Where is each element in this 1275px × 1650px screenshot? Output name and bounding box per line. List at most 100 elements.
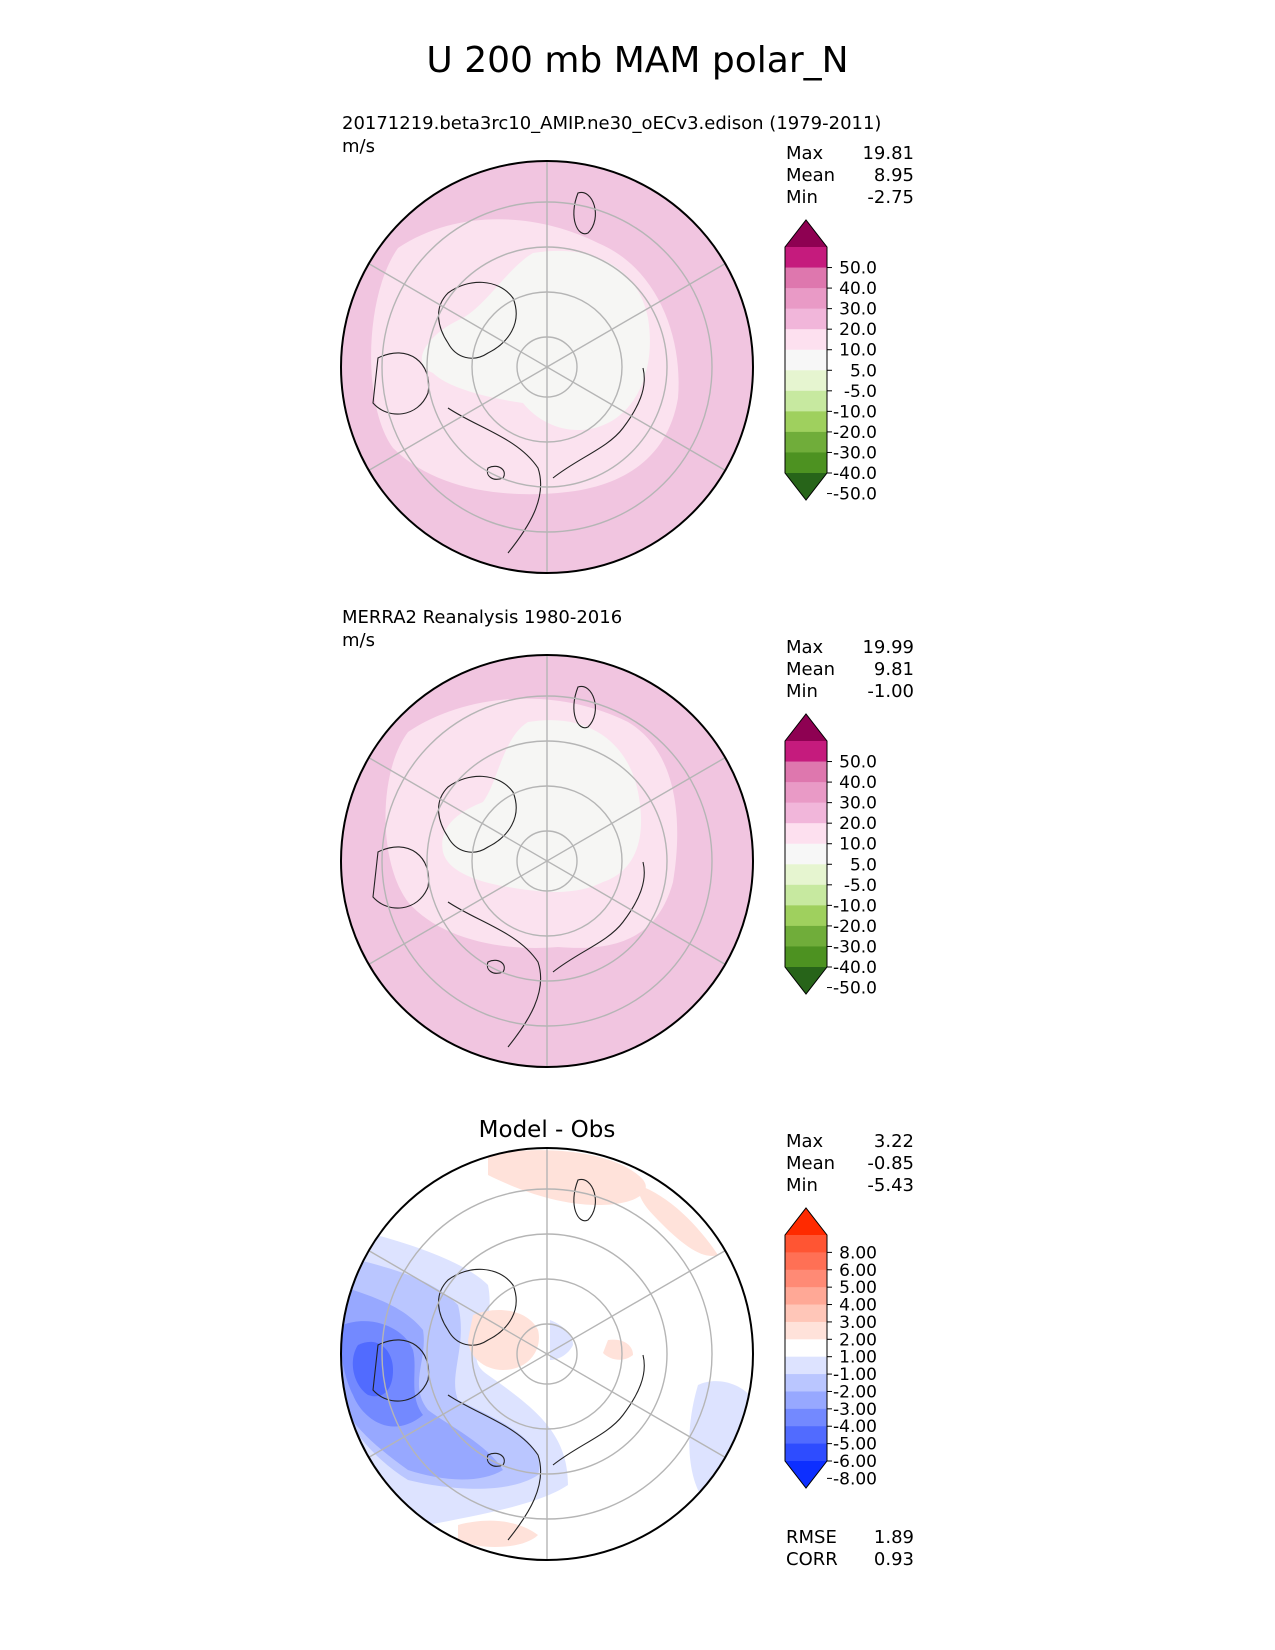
colorbar-tick-label: -8.00 (833, 1469, 877, 1489)
colorbar-segment (785, 843, 827, 865)
colorbar-segment (785, 1252, 827, 1271)
graticule (365, 655, 729, 1067)
colorbar-segment (785, 288, 827, 310)
stat-max: Max 19.99 (786, 637, 914, 658)
colorbar-tick-label: 50.0 (839, 753, 877, 773)
colorbar-extend-min (785, 473, 827, 500)
colorbar-tick-label: -1.00 (833, 1365, 877, 1385)
colorbar-tick-label: 4.00 (839, 1296, 877, 1316)
colorbar-tick-label: 30.0 (839, 300, 877, 320)
colorbar-tick-label: -40.0 (833, 958, 877, 978)
stat-min: Min -1.00 (786, 681, 914, 702)
colorbar-segment (785, 390, 827, 412)
colorbar-tick-label: 1.00 (839, 1348, 877, 1368)
colorbar-segment (785, 308, 827, 330)
colorbar-segment (785, 1304, 827, 1323)
colorbar-tick-label: -20.0 (833, 917, 877, 937)
colorbar-segment (785, 884, 827, 906)
map-boundary (340, 654, 754, 1068)
stat-mean: Mean 8.95 (786, 165, 914, 186)
colorbar-segment (785, 1443, 827, 1462)
colorbar-segment (785, 782, 827, 804)
obs-panel-title: MERRA2 Reanalysis 1980-2016 (342, 607, 623, 628)
diff-metrics: RMSE 1.89 CORR 0.93 (786, 1527, 914, 1571)
colorbar-segment (785, 1374, 827, 1392)
colorbar-extend-max (785, 1208, 827, 1235)
colorbar-segment (785, 452, 827, 474)
diff-panel-title: Model - Obs (478, 1117, 616, 1143)
colorbar-extend-max (785, 714, 827, 741)
colorbar-tick-label: -4.00 (833, 1417, 877, 1437)
colorbar-tick-label: -2.00 (833, 1382, 877, 1402)
obs-panel-units: m/s (342, 630, 375, 651)
colorbar-tick-label: 50.0 (839, 259, 877, 279)
colorbar-segment (785, 1269, 827, 1288)
model-colorbar: 50.040.030.020.010.05.0-5.0-10.0-20.0-30… (784, 219, 877, 505)
metric-corr: CORR 0.93 (786, 1549, 914, 1570)
stat-max: Max 19.81 (786, 143, 914, 164)
colorbar-segment (785, 864, 827, 886)
stat-max: Max 3.22 (786, 1131, 914, 1152)
colorbar-tick-label: 5.0 (850, 361, 877, 381)
colorbar-tick-label: -10.0 (833, 402, 877, 422)
colorbar-tick-label: 10.0 (839, 341, 877, 361)
colorbar-segment (785, 802, 827, 824)
colorbar-tick-label: 2.00 (839, 1330, 877, 1350)
colorbar-segment (785, 925, 827, 947)
colorbar-extend-min (785, 1461, 827, 1488)
colorbar-tick-label: -40.0 (833, 464, 877, 484)
colorbar-tick-label: -5.0 (844, 382, 877, 402)
colorbar-segment (785, 1426, 827, 1445)
colorbar-tick-label: 40.0 (839, 773, 877, 793)
colorbar-segment (785, 1287, 827, 1306)
colorbar-tick-label: -20.0 (833, 423, 877, 443)
colorbar-segment (785, 761, 827, 783)
colorbar-tick-label: 10.0 (839, 835, 877, 855)
colorbar-tick-label: 3.00 (839, 1313, 877, 1333)
stat-mean: Mean -0.85 (786, 1153, 914, 1174)
stat-mean: Mean 9.81 (786, 659, 914, 680)
colorbar-tick-label: -10.0 (833, 896, 877, 916)
colorbar-tick-label: 40.0 (839, 279, 877, 299)
colorbar-tick-label: 30.0 (839, 794, 877, 814)
colorbar-extend-min (785, 967, 827, 994)
stat-min: Min -5.43 (786, 1175, 914, 1196)
colorbar-tick-label: -30.0 (833, 937, 877, 957)
colorbar-segment (785, 1391, 827, 1410)
colorbar-segment (785, 411, 827, 433)
coastlines (372, 686, 645, 1048)
colorbar-segment (785, 349, 827, 371)
model-panel-title: 20171219.beta3rc10_AMIP.ne30_oECv3.ediso… (342, 113, 882, 134)
stat-min: Min -2.75 (786, 187, 914, 208)
colorbar-segment (785, 370, 827, 392)
colorbar-tick-label: -30.0 (833, 443, 877, 463)
colorbar-tick-label: 5.00 (839, 1278, 877, 1298)
colorbar-segment (785, 1339, 827, 1358)
colorbar-segment (785, 1356, 827, 1375)
colorbar-segment (785, 823, 827, 845)
colorbar-tick-label: 20.0 (839, 814, 877, 834)
colorbar-tick-label: -5.00 (833, 1435, 877, 1455)
colorbar-tick-label: -6.00 (833, 1452, 877, 1472)
figure-title: U 200 mb MAM polar_N (426, 40, 849, 81)
colorbar-extend-max (785, 220, 827, 247)
model-stats: Max 19.81 Mean 8.95 Min -2.75 (786, 143, 914, 209)
colorbar-segment (785, 741, 827, 763)
colorbar-tick-label: 20.0 (839, 320, 877, 340)
colorbar-segment (785, 1235, 827, 1253)
model-polar-map (340, 160, 754, 574)
colorbar-tick-label: 8.00 (839, 1243, 877, 1263)
colorbar-segment (785, 1321, 827, 1340)
colorbar-tick-label: 6.00 (839, 1261, 877, 1281)
map-boundary (340, 160, 754, 574)
diff-colorbar: 8.006.005.004.003.002.001.00-1.00-2.00-3… (784, 1207, 877, 1489)
obs-colorbar: 50.040.030.020.010.05.0-5.0-10.0-20.0-30… (784, 713, 877, 999)
map-boundary (340, 1147, 754, 1561)
colorbar-segment (785, 1408, 827, 1427)
colorbar-segment (785, 946, 827, 968)
diff-polar-map (340, 1147, 754, 1561)
colorbar-segment (785, 905, 827, 927)
colorbar-segment (785, 329, 827, 351)
colorbar-segment (785, 247, 827, 269)
obs-stats: Max 19.99 Mean 9.81 Min -1.00 (786, 637, 914, 703)
